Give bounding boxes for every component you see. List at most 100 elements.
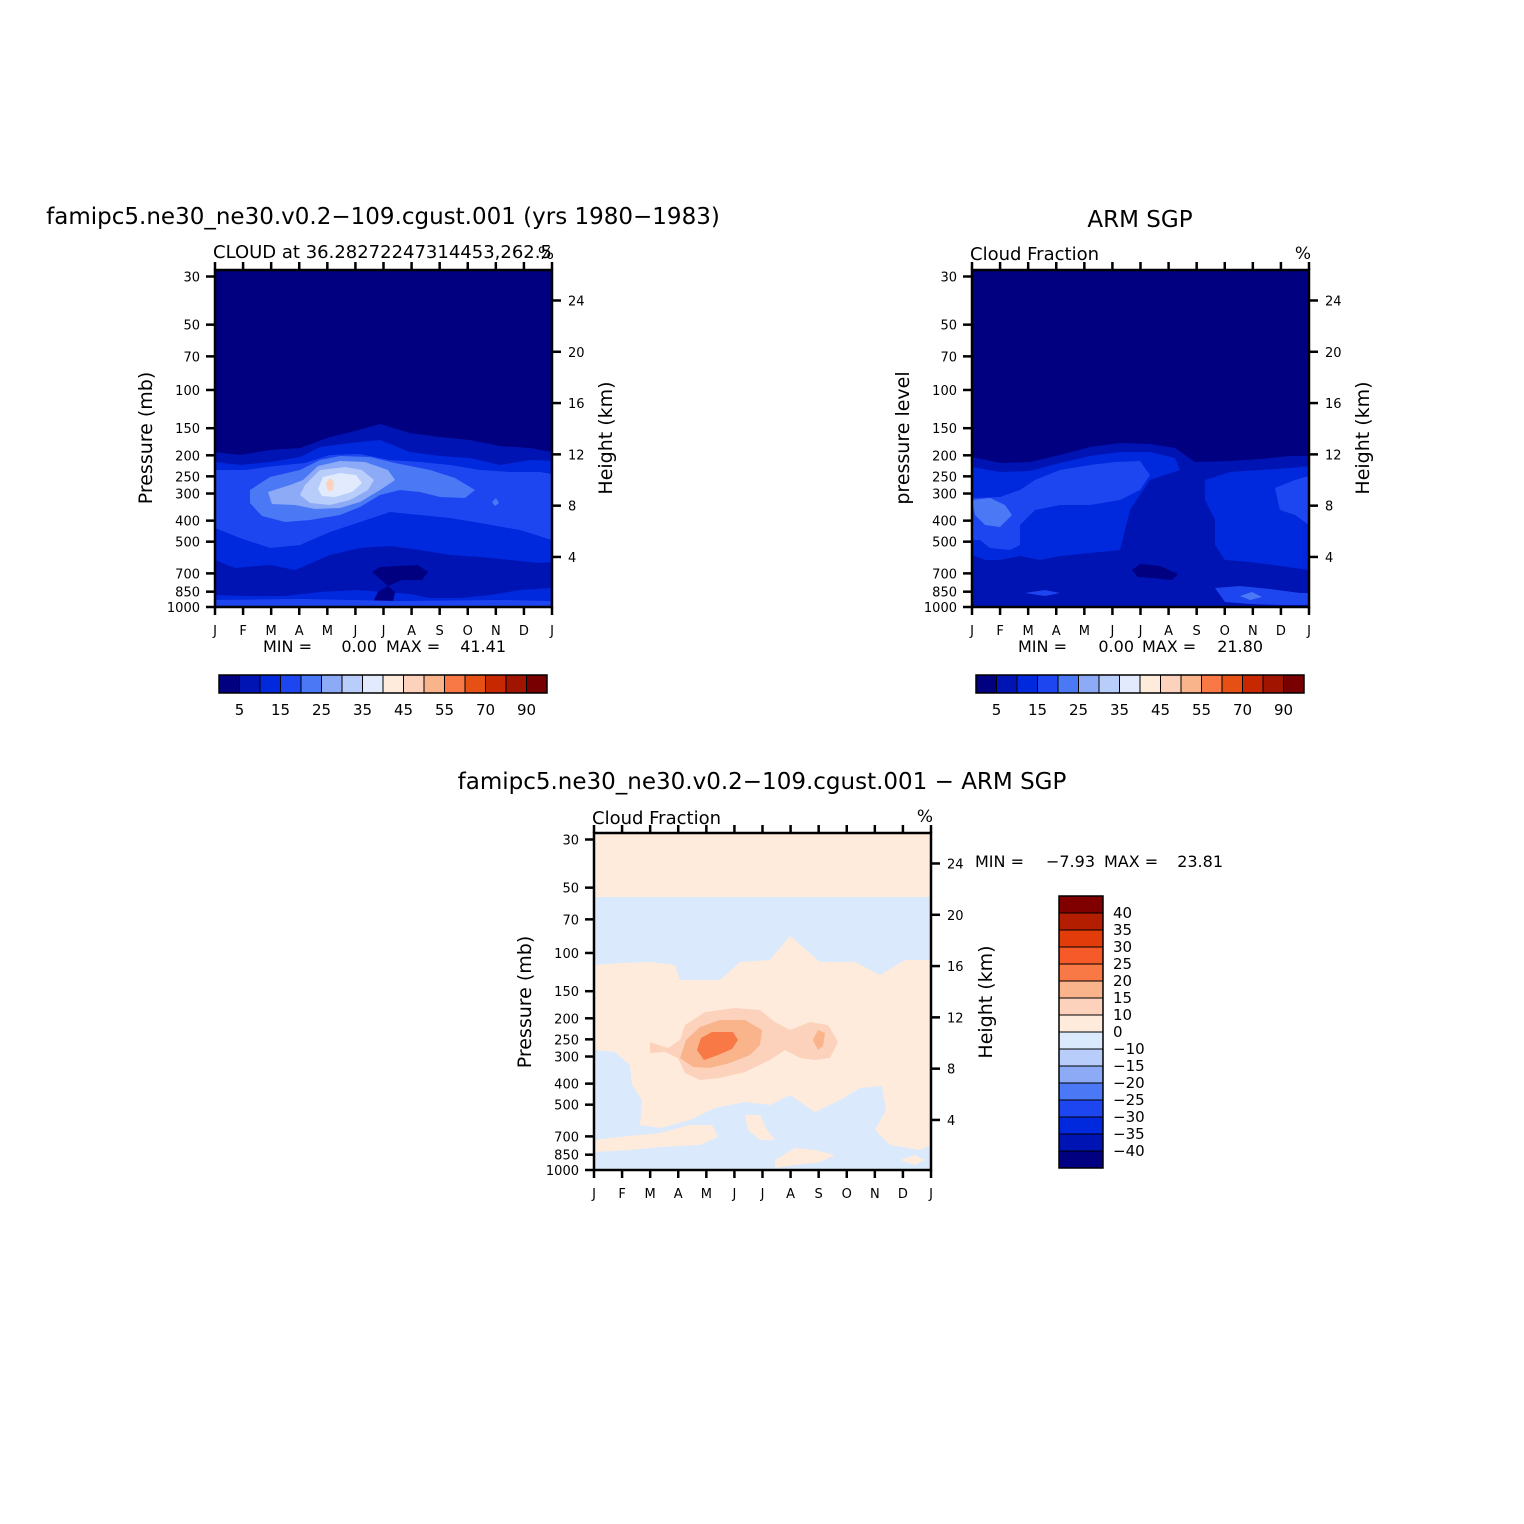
colorbar-box [1221,674,1243,694]
panel-model-max-value: 41.41 [460,637,506,656]
colorbar-box [300,674,322,694]
panel-diff-title: famipc5.ne30_ne30.v0.2−109.cgust.001 − A… [458,769,1067,795]
colorbar-outline [218,674,548,694]
x-tick-label: F [618,1187,625,1202]
y-tick-label-right: 4 [1325,551,1333,566]
contour-level [1132,564,1178,580]
contour-level [1240,592,1262,600]
y-tick-label: 30 [562,834,579,849]
y-tick-label: 200 [932,449,957,464]
panel-obs-min-label: MIN = [1018,637,1067,656]
x-tick-label: M [1023,624,1034,639]
y-tick-label: 100 [175,384,200,399]
colorbar-box [1058,1065,1104,1084]
x-tick-label: J [591,1187,596,1202]
colorbar-box [1058,1099,1104,1118]
colorbar-box [444,674,466,694]
panel-model-contours [215,270,552,607]
panel-obs-contours [972,270,1309,607]
y-tick-label-right: 12 [568,448,585,463]
y-tick-label: 700 [932,567,957,582]
x-tick-label: D [519,624,529,639]
panel-model: famipc5.ne30_ne30.v0.2−109.cgust.001 (yr… [46,204,720,719]
y-tick-label-right: 8 [1325,500,1333,515]
panel-obs-title: ARM SGP [1087,207,1192,233]
contour-level [372,565,428,607]
colorbar-label: −30 [1113,1108,1145,1126]
colorbar-label: 70 [476,701,495,719]
y-tick-label: 850 [175,586,200,601]
panel-obs-max-value: 21.80 [1217,637,1263,656]
colorbar-label: −15 [1113,1057,1145,1075]
contour-level [775,1148,835,1168]
colorbar-label: 5 [992,701,1002,719]
y-tick-label: 700 [554,1130,579,1145]
panel-obs-colorbar: 5 15 25 35 45 55 70 90 [975,674,1305,719]
colorbar-label: 15 [1113,989,1132,1007]
contour-level [594,897,931,980]
x-tick-label: F [239,624,246,639]
colorbar-box [1058,1014,1104,1033]
y-tick-label: 300 [932,488,957,503]
x-tick-label: D [898,1187,908,1202]
y-tick-label-right: 24 [568,294,585,309]
x-tick-label: J [1138,624,1143,639]
colorbar-label: 20 [1113,972,1132,990]
y-tick-label: 1000 [924,601,957,616]
colorbar-box [1058,946,1104,965]
y-tick-label: 70 [940,350,957,365]
colorbar-label: −25 [1113,1091,1145,1109]
y-tick-label-right: 8 [947,1063,955,1078]
panel-obs-subtitle: Cloud Fraction [970,244,1099,265]
colorbar-box [996,674,1018,694]
x-tick-label: M [701,1187,712,1202]
colorbar-box [1201,674,1223,694]
colorbar-label: 30 [1113,938,1132,956]
colorbar-label: 25 [312,701,331,719]
x-tick-label: O [463,624,473,639]
y-tick-label-right: 16 [1325,397,1342,412]
colorbar-box [1058,929,1104,948]
y-tick-label: 30 [183,271,200,286]
y-tick-label-right: 12 [947,1011,964,1026]
x-tick-label: N [491,624,501,639]
colorbar-label: −40 [1113,1142,1145,1160]
y-tick-label-right: 12 [1325,448,1342,463]
colorbar-label: 15 [271,701,290,719]
y-tick-label-right: 16 [947,960,964,975]
y-tick-label: 100 [932,384,957,399]
colorbar-box [1058,1048,1104,1067]
contour-level [900,1155,925,1165]
colorbar-label: −35 [1113,1125,1145,1143]
y-tick-label-right: 16 [568,397,585,412]
contour-level [215,599,552,607]
panel-model-ylabel: Pressure (mb) [135,372,157,505]
contour-level [697,1032,738,1060]
x-tick-label: S [815,1187,823,1202]
colorbar-label: 35 [353,701,372,719]
colorbar-label: 25 [1113,955,1132,973]
x-tick-label: J [549,624,554,639]
y-tick-label: 50 [940,319,957,334]
colorbar-box [362,674,384,694]
colorbar-box [280,674,302,694]
x-tick-label: A [1052,624,1061,639]
colorbar-box [526,674,548,694]
colorbar-box [1098,674,1120,694]
colorbar-box [975,674,997,694]
colorbar-label: 10 [1113,1006,1132,1024]
x-tick-label: F [996,624,1003,639]
x-tick-label: J [212,624,217,639]
y-tick-label-right: 20 [1325,346,1342,361]
y-tick-label: 500 [932,536,957,551]
panel-diff-ylabel-right: Height (km) [975,945,997,1058]
y-tick-label-right: 20 [568,346,585,361]
y-tick-label-right: 8 [568,500,576,515]
colorbar-box [1058,1150,1104,1169]
colorbar-label: 70 [1233,701,1252,719]
panel-diff: famipc5.ne30_ne30.v0.2−109.cgust.001 − A… [458,769,1223,1202]
y-tick-label: 200 [554,1012,579,1027]
contour-level [492,498,499,506]
colorbar-label: 90 [1274,701,1293,719]
